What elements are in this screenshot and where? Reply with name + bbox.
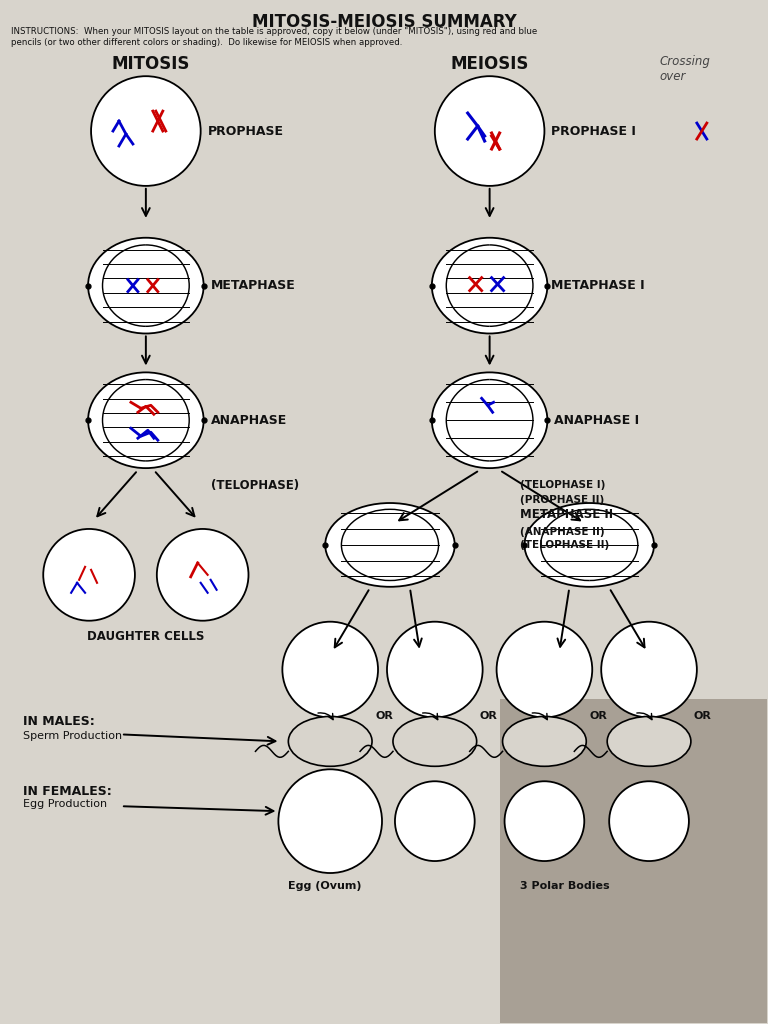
Text: OR: OR <box>694 712 712 722</box>
Text: METAPHASE: METAPHASE <box>210 280 296 292</box>
Ellipse shape <box>435 76 545 186</box>
Text: Crossing
over: Crossing over <box>659 55 710 83</box>
Ellipse shape <box>505 781 584 861</box>
Ellipse shape <box>432 238 548 334</box>
Ellipse shape <box>525 503 654 587</box>
Text: (TELOPHASE II): (TELOPHASE II) <box>519 540 609 550</box>
Text: MITOSIS-MEIOSIS SUMMARY: MITOSIS-MEIOSIS SUMMARY <box>252 13 516 32</box>
Text: OR: OR <box>589 712 607 722</box>
Ellipse shape <box>395 781 475 861</box>
Ellipse shape <box>393 717 477 766</box>
Text: (TELOPHASE): (TELOPHASE) <box>210 478 299 492</box>
Text: IN MALES:: IN MALES: <box>23 715 95 728</box>
Text: OR: OR <box>375 712 393 722</box>
Ellipse shape <box>601 622 697 718</box>
Ellipse shape <box>609 781 689 861</box>
Text: INSTRUCTIONS:  When your MITOSIS layout on the table is approved, copy it below : INSTRUCTIONS: When your MITOSIS layout o… <box>12 28 538 36</box>
Ellipse shape <box>88 238 204 334</box>
Text: PROPHASE: PROPHASE <box>207 125 283 137</box>
Ellipse shape <box>387 622 482 718</box>
Ellipse shape <box>278 769 382 873</box>
Ellipse shape <box>91 76 200 186</box>
Text: PROPHASE I: PROPHASE I <box>551 125 636 137</box>
Text: (ANAPHASE II): (ANAPHASE II) <box>519 527 604 537</box>
Text: MITOSIS: MITOSIS <box>111 55 190 74</box>
Ellipse shape <box>43 529 135 621</box>
Text: ANAPHASE: ANAPHASE <box>210 414 287 427</box>
Bar <box>499 699 766 1023</box>
Ellipse shape <box>497 622 592 718</box>
Ellipse shape <box>88 373 204 468</box>
Text: METAPHASE I: METAPHASE I <box>551 280 645 292</box>
Ellipse shape <box>607 717 691 766</box>
Ellipse shape <box>283 622 378 718</box>
Text: (PROPHASE II): (PROPHASE II) <box>519 495 604 505</box>
Text: MEIOSIS: MEIOSIS <box>450 55 529 74</box>
Text: IN FEMALES:: IN FEMALES: <box>23 784 112 798</box>
Text: pencils (or two other different colors or shading).  Do likewise for MEIOSIS whe: pencils (or two other different colors o… <box>12 38 402 47</box>
Text: (TELOPHASE I): (TELOPHASE I) <box>519 480 605 490</box>
Text: Sperm Production: Sperm Production <box>23 731 122 741</box>
Ellipse shape <box>288 717 372 766</box>
Text: Egg (Ovum): Egg (Ovum) <box>289 881 362 891</box>
Text: METAPHASE II: METAPHASE II <box>519 509 613 521</box>
Ellipse shape <box>432 373 548 468</box>
Text: DAUGHTER CELLS: DAUGHTER CELLS <box>88 630 204 643</box>
Ellipse shape <box>502 717 586 766</box>
Text: 3 Polar Bodies: 3 Polar Bodies <box>519 881 609 891</box>
Ellipse shape <box>325 503 455 587</box>
Text: Egg Production: Egg Production <box>23 799 108 809</box>
Ellipse shape <box>157 529 249 621</box>
Text: OR: OR <box>480 712 498 722</box>
Text: ANAPHASE I: ANAPHASE I <box>554 414 640 427</box>
